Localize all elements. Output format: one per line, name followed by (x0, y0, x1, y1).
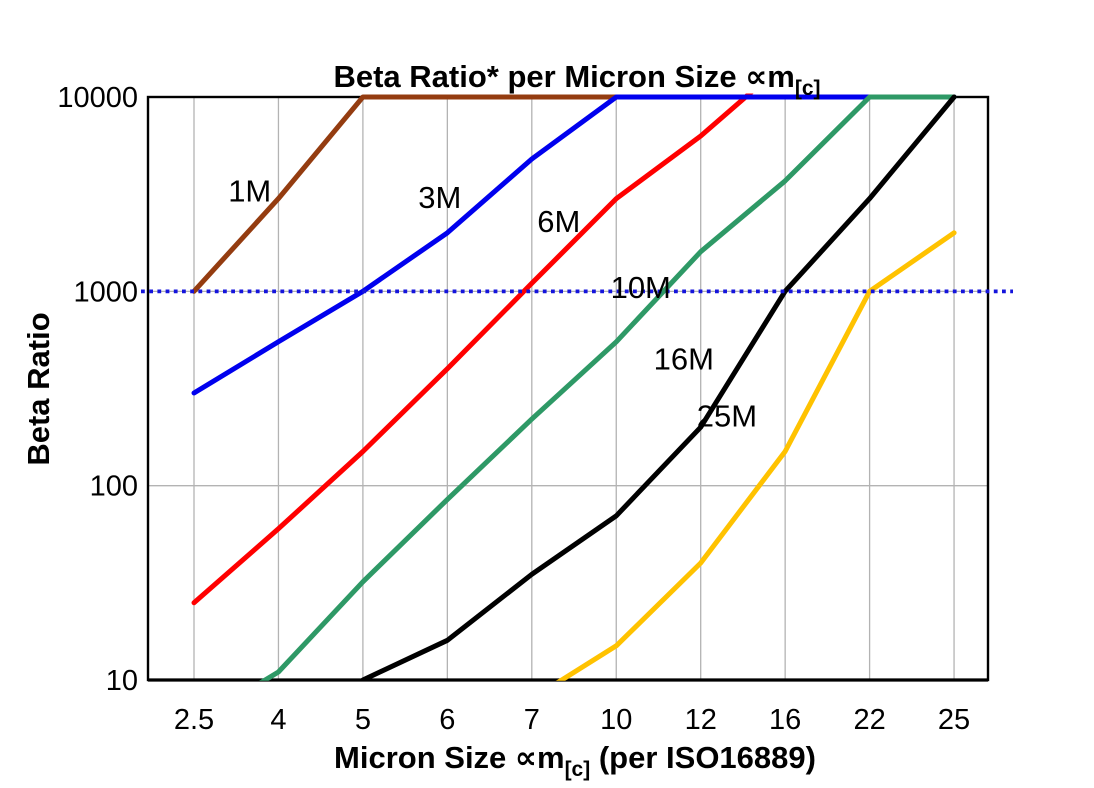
x-axis-title-subscript: [c] (565, 758, 591, 781)
series-label-25M: 25M (697, 398, 757, 433)
y-tick-label-10: 10 (106, 665, 138, 697)
series-label-1M: 1M (228, 174, 271, 209)
series-label-6M: 6M (537, 204, 580, 239)
x-tick-label-25: 25 (938, 704, 970, 736)
series-line-6M (191, 93, 754, 606)
y-tick-label-100: 100 (90, 471, 138, 503)
chart-title-subscript: [c] (795, 77, 821, 100)
y-axis-title: Beta Ratio (21, 312, 56, 465)
x-tick-label-2.5: 2.5 (174, 704, 214, 736)
series-label-3M: 3M (418, 180, 461, 215)
y-tick-label-1000: 1000 (73, 276, 138, 308)
series-label-16M: 16M (654, 342, 714, 377)
x-tick-label-6: 6 (439, 704, 455, 736)
series-line-25M (555, 230, 957, 681)
y-tick-label-10000: 10000 (57, 82, 138, 114)
chart-title: Beta Ratio* per Micron Size ∝m[c] (333, 59, 820, 100)
x-tick-label-10: 10 (600, 704, 632, 736)
x-tick-label-12: 12 (685, 704, 717, 736)
series-label-10M: 10M (611, 270, 671, 305)
series-line-10M (259, 94, 957, 681)
series-line-16M (360, 94, 957, 681)
x-tick-label-22: 22 (853, 704, 885, 736)
series-line-3M (191, 94, 957, 396)
x-tick-label-7: 7 (524, 704, 540, 736)
x-tick-label-4: 4 (270, 704, 286, 736)
x-tick-label-16: 16 (769, 704, 801, 736)
x-tick-label-5: 5 (355, 704, 371, 736)
x-axis-title: Micron Size ∝m[c] (per ISO16889) (334, 740, 816, 781)
